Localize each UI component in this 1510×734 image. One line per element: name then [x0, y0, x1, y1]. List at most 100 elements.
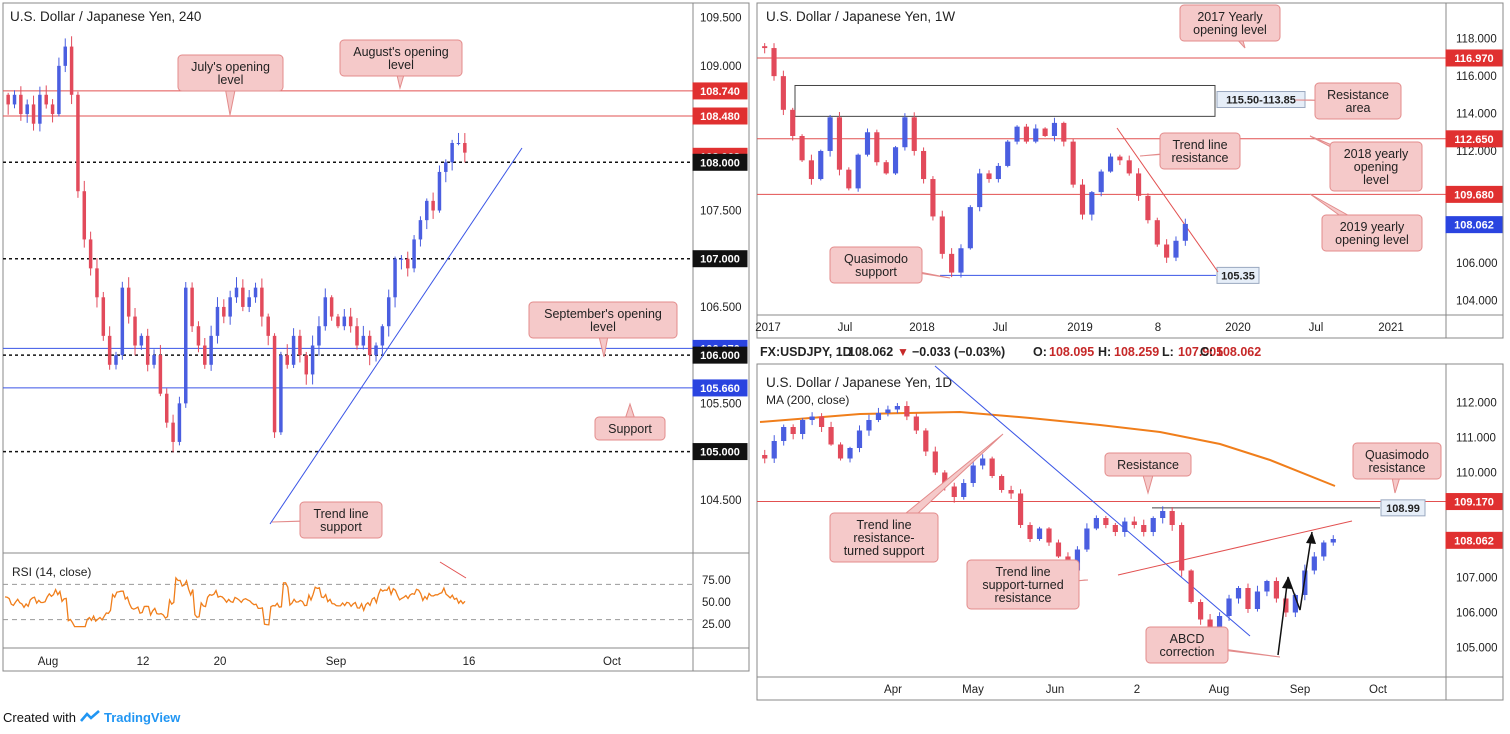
w1-candle	[1098, 171, 1104, 193]
w1-candle	[1182, 223, 1188, 241]
d1-x-tick-label: Sep	[1290, 684, 1310, 696]
w1-price-badge-bg	[1445, 216, 1503, 234]
d1-ohlc-key: C:	[1200, 345, 1213, 359]
w1-y-tick-label: 118.000	[1456, 34, 1497, 46]
footer-prefix: Created with	[3, 710, 76, 725]
w1-candle	[883, 162, 889, 174]
w1-candle	[771, 48, 777, 77]
w1-candle	[846, 169, 852, 189]
h4-candle	[386, 297, 391, 327]
d1-candle	[1017, 493, 1024, 525]
w1-candle	[1136, 173, 1142, 196]
h4-callout-august-box	[339, 39, 463, 77]
h4-rsi-line	[4, 576, 466, 628]
w1-chart-title: U.S. Dollar / Japanese Yen, 1W	[766, 9, 955, 24]
h4-candle	[425, 200, 429, 221]
tradingview-logo-icon[interactable]	[79, 710, 100, 725]
d1-candle	[771, 441, 777, 459]
h4-candle	[133, 316, 137, 346]
w1-x-tick-label: Jul	[993, 322, 1008, 334]
h4-level-badge-bg	[692, 346, 748, 364]
d1-x-tick-label: Oct	[1369, 684, 1388, 696]
d1-candle	[999, 476, 1005, 490]
h4-level-badge-bg	[692, 153, 748, 171]
w1-candle	[1164, 244, 1170, 258]
w1-candle	[1061, 122, 1067, 142]
d1-ohlc-value: 108.095	[1049, 345, 1094, 359]
d1-ohlc-key: L:	[1162, 345, 1174, 359]
d1-candle	[1046, 528, 1052, 543]
d1-candle	[1321, 542, 1327, 557]
d1-candle	[800, 420, 806, 434]
h4-frame	[2, 2, 750, 672]
d1-candle	[1179, 525, 1185, 571]
d1-candle	[1330, 539, 1336, 543]
d1-ohlc-value: 108.062	[1216, 345, 1261, 359]
h4-y-tick-label: 105.500	[700, 398, 742, 410]
d1-callout-trendline-support-text: Trend line	[856, 518, 911, 532]
w1-candle	[1014, 126, 1020, 142]
w1-y-tick-label: 114.000	[1456, 109, 1497, 121]
d1-candle	[1008, 490, 1014, 494]
h4-candle	[418, 220, 423, 240]
d1-candle	[1264, 581, 1270, 592]
d1-y-tick-label: 106.000	[1456, 608, 1498, 620]
h4-candle	[120, 287, 125, 356]
w1-callout-trendline-box	[1159, 132, 1241, 170]
footer-brand[interactable]: TradingView	[103, 710, 181, 725]
chart-canvas: U.S. Dollar / Japanese Yen, 240 109.500 10…	[2, 2, 1504, 701]
d1-candle	[932, 451, 938, 473]
w1-candle	[949, 253, 955, 273]
h4-candle	[463, 143, 467, 153]
d1-candle	[818, 416, 825, 427]
w1-callout-2019-text: opening level	[1335, 233, 1409, 247]
d1-candle	[1093, 518, 1099, 529]
d1-callout-abcd-text: ABCD	[1170, 632, 1205, 646]
w1-y-tick-label: 104.000	[1456, 296, 1498, 308]
d1-symbol: FX:USDJPY, 1D	[760, 345, 852, 359]
w1-x-tick-label: 2019	[1067, 322, 1093, 334]
d1-candle	[1036, 528, 1043, 539]
h4-level-badge-bg	[692, 250, 748, 268]
w1-support-badge: 105.35	[1221, 270, 1255, 282]
w1-level-badge-bg	[1445, 49, 1503, 67]
d1-candle	[942, 472, 948, 487]
h4-candle	[228, 297, 232, 317]
w1-frame	[756, 2, 1504, 339]
d1-y-tick-label: 112.000	[1456, 398, 1497, 410]
h4-candle	[380, 326, 385, 346]
h4-candle	[190, 287, 194, 327]
d1-price-badge: 108.062	[1454, 535, 1494, 547]
d1-ma-label: MA (200, close)	[766, 393, 849, 407]
d1-callout-quasimodo-text: resistance	[1369, 461, 1426, 475]
w1-callout-2019-box	[1321, 214, 1423, 252]
d1-candle	[1245, 588, 1251, 609]
h4-rsi-tick-label: 75.00	[702, 575, 731, 587]
h4-candle	[215, 306, 220, 336]
d1-x-tick-label: Apr	[884, 684, 902, 696]
h4-candle	[247, 297, 251, 307]
w1-support-badge-bg	[1216, 266, 1260, 284]
d1-level-badge: 109.170	[1454, 497, 1494, 509]
w1-candle	[995, 165, 1001, 180]
d1-candle	[1198, 602, 1204, 620]
w1-candle	[864, 132, 871, 155]
h4-candle	[76, 94, 80, 192]
h4-candle	[279, 355, 283, 433]
h4-candle	[260, 287, 264, 317]
d1-candle	[894, 406, 900, 410]
h4-candle	[253, 287, 258, 298]
h4-candle	[158, 355, 163, 394]
w1-candle	[1023, 126, 1029, 142]
d1-ohlc-value: 107.905	[1178, 345, 1223, 359]
d1-candle	[989, 458, 995, 476]
w1-callout-resistance-area-text: Resistance	[1327, 88, 1389, 102]
h4-rsi-label: RSI (14, close)	[12, 565, 91, 579]
w1-candle	[1070, 141, 1076, 185]
h4-callout-august-text: August's opening	[353, 45, 449, 59]
h4-candle	[317, 326, 321, 346]
d1-callout-quasimodo-text: Quasimodo	[1365, 448, 1429, 462]
d1-y-tick-label: 105.000	[1456, 643, 1498, 655]
w1-level-badge-bg	[1445, 185, 1503, 203]
w1-candle	[939, 216, 945, 254]
